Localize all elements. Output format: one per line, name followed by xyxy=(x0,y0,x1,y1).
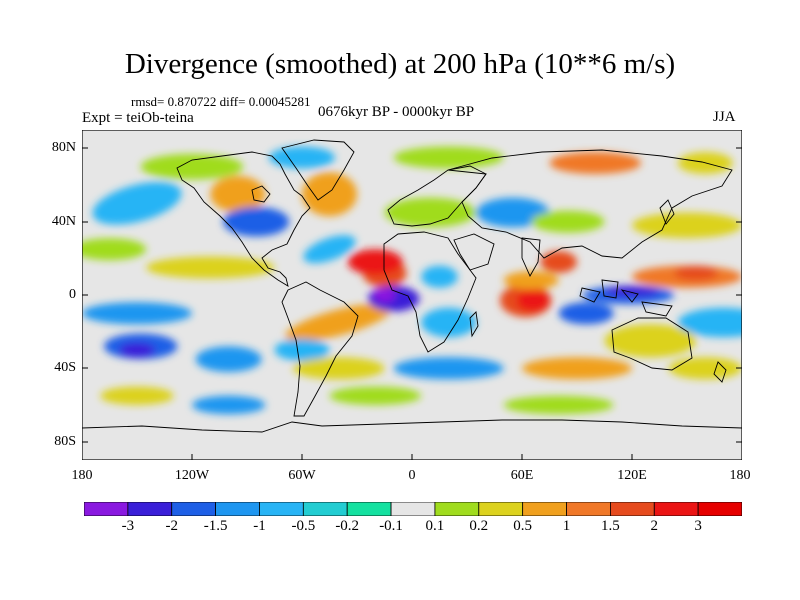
field-anomaly xyxy=(347,249,403,275)
field-anomaly xyxy=(540,251,577,273)
colorbar-label: 0.1 xyxy=(425,518,445,534)
field-anomaly xyxy=(100,386,174,405)
field-anomaly xyxy=(373,287,396,303)
chart-title: Divergence (smoothed) at 200 hPa (10**6 … xyxy=(124,48,676,80)
field-anomaly xyxy=(269,146,335,169)
field-anomaly xyxy=(82,302,192,325)
field-anomaly xyxy=(393,146,504,169)
field-anomaly xyxy=(210,175,266,213)
field-anomaly xyxy=(522,357,632,380)
period-label: 0676kyr BP - 0000kyr BP xyxy=(318,104,475,120)
colorbar-swatch xyxy=(390,502,436,516)
field-anomaly xyxy=(384,197,477,228)
colorbar-swatch xyxy=(171,502,217,516)
colorbar-label: -0.2 xyxy=(335,518,360,534)
stats-text: rmsd= 0.870722 diff= 0.00045281 xyxy=(131,94,311,109)
field-anomaly xyxy=(558,302,614,325)
field-anomaly xyxy=(140,153,244,180)
xtick-60e: 60E xyxy=(510,468,534,483)
colorbar-swatch xyxy=(697,502,742,516)
colorbar-swatch xyxy=(215,502,260,516)
colorbar-label: 2 xyxy=(650,518,659,534)
ytick-40n: 40N xyxy=(51,214,76,229)
colorbar-swatch xyxy=(653,502,699,516)
field-anomaly xyxy=(82,238,147,261)
season-label: JJA xyxy=(713,109,736,125)
colorbar-swatch xyxy=(302,502,348,516)
colorbar-label: -1.5 xyxy=(203,518,228,534)
colorbar-label: -3 xyxy=(121,518,135,534)
field-anomaly xyxy=(92,182,182,225)
xtick-180w: 180 xyxy=(71,468,93,483)
divergence-map xyxy=(82,130,742,460)
field-anomaly xyxy=(604,285,660,297)
colorbar-label: 1 xyxy=(562,518,571,534)
colorbar-swatch xyxy=(566,502,611,516)
field-anomaly xyxy=(302,172,357,217)
colorbar-label: 3 xyxy=(694,518,702,534)
field-anomaly xyxy=(146,256,275,279)
colorbar-swatch xyxy=(434,502,480,516)
colorbar-label: -1 xyxy=(253,518,266,534)
field-anomaly xyxy=(285,303,392,342)
field-anomaly xyxy=(421,307,477,338)
colorbar-label: 1.5 xyxy=(601,518,620,534)
field-anomaly xyxy=(476,197,550,228)
ytick-80s: 80S xyxy=(54,434,76,449)
field-anomaly xyxy=(421,265,458,288)
colorbar-label: -2 xyxy=(165,518,178,534)
field-anomaly xyxy=(503,395,614,415)
field-anomaly xyxy=(668,357,742,380)
ytick-0: 0 xyxy=(69,287,76,302)
field-anomaly xyxy=(118,342,156,358)
xtick-180e: 180 xyxy=(729,468,751,483)
colorbar xyxy=(84,502,742,516)
field-anomaly xyxy=(674,265,719,281)
colorbar-label: 0.5 xyxy=(513,518,533,534)
field-anomaly xyxy=(549,152,642,174)
field-anomaly xyxy=(192,395,266,415)
axis-ticks xyxy=(82,147,742,460)
xtick-60w: 60W xyxy=(288,468,316,483)
field-anomaly xyxy=(503,271,559,290)
colorbar-swatch xyxy=(478,502,524,516)
colorbar-label: -0.1 xyxy=(379,518,403,534)
colorbar-swatch xyxy=(259,502,304,516)
field-anomaly xyxy=(677,307,742,338)
field-anomaly xyxy=(632,212,742,239)
field-anomaly xyxy=(329,386,422,405)
colorbar-swatch xyxy=(522,502,567,516)
field-anomaly xyxy=(531,210,605,233)
field-anomaly xyxy=(516,289,550,312)
ytick-40s: 40S xyxy=(54,360,76,375)
field-anomaly xyxy=(292,357,385,380)
experiment-label: Expt = teiOb-teina xyxy=(82,110,194,126)
coastlines xyxy=(82,139,742,433)
field-anomaly xyxy=(274,339,330,361)
field-anomaly xyxy=(223,207,290,237)
xtick-0: 0 xyxy=(408,468,416,483)
colorbar-label: -0.5 xyxy=(291,518,316,534)
field-anomaly xyxy=(303,235,356,264)
colorbar-swatch xyxy=(610,502,655,516)
field-anomaly xyxy=(393,357,504,380)
xtick-120w: 120W xyxy=(174,468,210,483)
colorbar-swatch xyxy=(346,502,392,516)
colorbar-swatch xyxy=(84,502,129,516)
colorbar-swatch xyxy=(127,502,173,516)
colorbar-label: 0.2 xyxy=(469,518,489,534)
divergence-field xyxy=(82,146,742,415)
xtick-120e: 120E xyxy=(617,468,647,483)
ytick-80n: 80N xyxy=(51,140,76,155)
field-anomaly xyxy=(195,346,262,372)
field-anomaly xyxy=(604,324,697,358)
